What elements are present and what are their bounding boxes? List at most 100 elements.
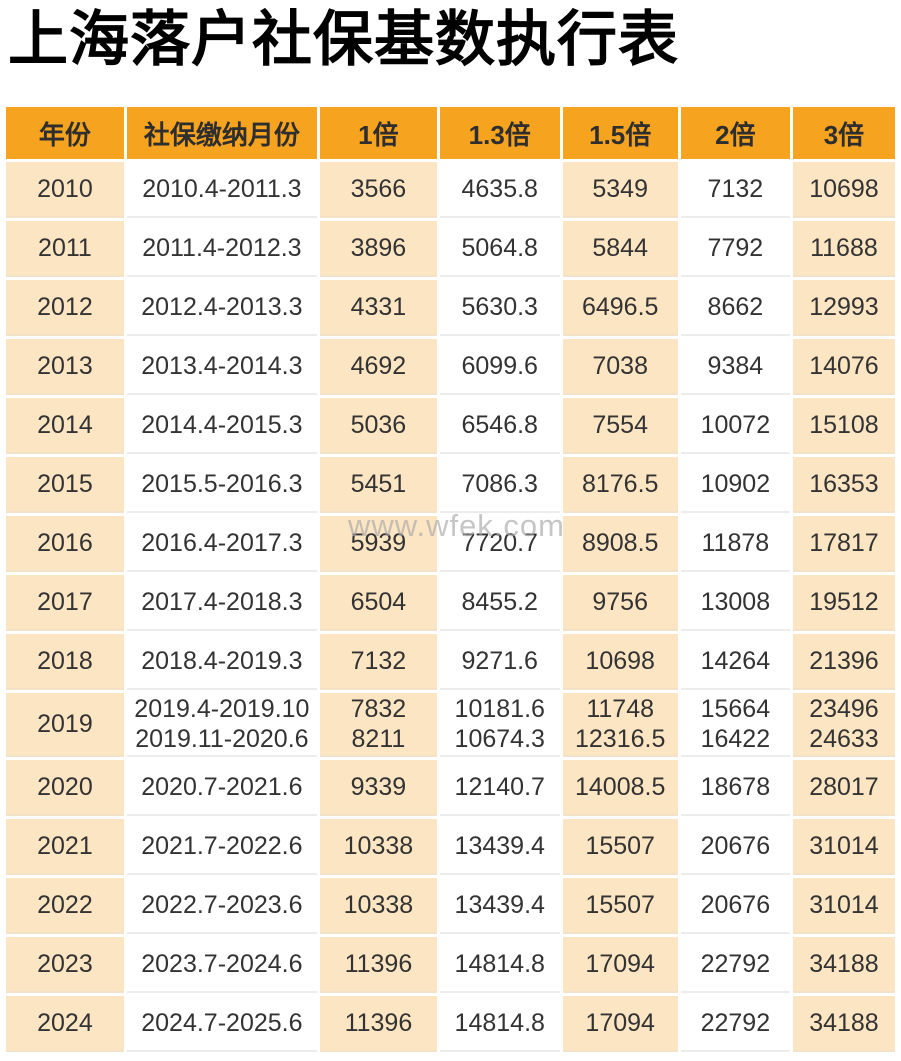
months-cell: 2014.4-2015.3 bbox=[126, 398, 317, 454]
base-3x-cell: 12993 bbox=[792, 280, 895, 336]
base-1p3x-cell: 14814.8 bbox=[439, 937, 560, 993]
base-3x-cell: 31014 bbox=[792, 819, 895, 875]
table-row: 2021 2021.7-2022.6 10338 13439.4 15507 2… bbox=[6, 819, 895, 875]
base-3x-cell: 10698 bbox=[792, 162, 895, 218]
base-2x-cell: 18678 bbox=[680, 760, 790, 816]
year-cell: 2020 bbox=[6, 760, 124, 816]
months-cell: 2024.7-2025.6 bbox=[126, 996, 317, 1052]
base-1p3x-cell: 9271.6 bbox=[439, 634, 560, 690]
year-cell: 2016 bbox=[6, 516, 124, 572]
base-3x-cell: 34188 bbox=[792, 937, 895, 993]
header-base-2x: 2倍 bbox=[680, 107, 790, 159]
header-base-1p5x: 1.5倍 bbox=[562, 107, 678, 159]
base-1x-cell: 7132 bbox=[319, 634, 437, 690]
base-3x-cell: 31014 bbox=[792, 878, 895, 934]
base-3x-cell: 15108 bbox=[792, 398, 895, 454]
table-row: 2015 2015.5-2016.3 5451 7086.3 8176.5 10… bbox=[6, 457, 895, 513]
page-title: 上海落户社保基数执行表 bbox=[8, 6, 679, 73]
base-3x-cell: 16353 bbox=[792, 457, 895, 513]
base-2x-cell: 14264 bbox=[680, 634, 790, 690]
base-3x-cell: 11688 bbox=[792, 221, 895, 277]
table-row: 2011 2011.4-2012.3 3896 5064.8 5844 7792… bbox=[6, 221, 895, 277]
base-1p5x-cell: 17094 bbox=[562, 937, 678, 993]
year-cell: 2011 bbox=[6, 221, 124, 277]
base-2x-cell: 13008 bbox=[680, 575, 790, 631]
base-3x-cell: 19512 bbox=[792, 575, 895, 631]
base-1x-cell: 4692 bbox=[319, 339, 437, 395]
table-row: 2023 2023.7-2024.6 11396 14814.8 17094 2… bbox=[6, 937, 895, 993]
base-1x-cell: 11396 bbox=[319, 996, 437, 1052]
year-cell: 2013 bbox=[6, 339, 124, 395]
base-1p5x-cell: 15507 bbox=[562, 878, 678, 934]
months-cell: 2013.4-2014.3 bbox=[126, 339, 317, 395]
year-cell: 2010 bbox=[6, 162, 124, 218]
months-cell: 2010.4-2011.3 bbox=[126, 162, 317, 218]
base-1p5x-cell: 7554 bbox=[562, 398, 678, 454]
months-cell: 2015.5-2016.3 bbox=[126, 457, 317, 513]
table-row: 2024 2024.7-2025.6 11396 14814.8 17094 2… bbox=[6, 996, 895, 1052]
header-months: 社保缴纳月份 bbox=[126, 107, 317, 159]
base-2x-cell: 22792 bbox=[680, 937, 790, 993]
table-row: 2014 2014.4-2015.3 5036 6546.8 7554 1007… bbox=[6, 398, 895, 454]
base-1x-cell: 7832 8211 bbox=[319, 693, 437, 757]
table-row: 2013 2013.4-2014.3 4692 6099.6 7038 9384… bbox=[6, 339, 895, 395]
base-2x-cell: 10072 bbox=[680, 398, 790, 454]
year-cell: 2021 bbox=[6, 819, 124, 875]
months-cell: 2023.7-2024.6 bbox=[126, 937, 317, 993]
base-2x-cell: 20676 bbox=[680, 819, 790, 875]
base-2x-cell: 9384 bbox=[680, 339, 790, 395]
months-cell: 2016.4-2017.3 bbox=[126, 516, 317, 572]
base-2x-cell: 7792 bbox=[680, 221, 790, 277]
base-2x-cell: 8662 bbox=[680, 280, 790, 336]
year-cell: 2024 bbox=[6, 996, 124, 1052]
base-1p3x-cell: 13439.4 bbox=[439, 878, 560, 934]
base-2x-cell: 11878 bbox=[680, 516, 790, 572]
base-1x-cell: 4331 bbox=[319, 280, 437, 336]
header-year: 年份 bbox=[6, 107, 124, 159]
base-2x-cell: 10902 bbox=[680, 457, 790, 513]
months-cell: 2018.4-2019.3 bbox=[126, 634, 317, 690]
base-1x-cell: 6504 bbox=[319, 575, 437, 631]
base-1p5x-cell: 10698 bbox=[562, 634, 678, 690]
base-3x-cell: 34188 bbox=[792, 996, 895, 1052]
months-cell: 2022.7-2023.6 bbox=[126, 878, 317, 934]
header-base-1p3x: 1.3倍 bbox=[439, 107, 560, 159]
months-cell: 2012.4-2013.3 bbox=[126, 280, 317, 336]
base-3x-cell: 28017 bbox=[792, 760, 895, 816]
table-row: 2022 2022.7-2023.6 10338 13439.4 15507 2… bbox=[6, 878, 895, 934]
table-row: 2010 2010.4-2011.3 3566 4635.8 5349 7132… bbox=[6, 162, 895, 218]
base-1p3x-cell: 6099.6 bbox=[439, 339, 560, 395]
base-1x-cell: 9339 bbox=[319, 760, 437, 816]
base-1p3x-cell: 5630.3 bbox=[439, 280, 560, 336]
table-row: 2019 2019.4-2019.10 2019.11-2020.6 7832 … bbox=[6, 693, 895, 757]
table-row: 2017 2017.4-2018.3 6504 8455.2 9756 1300… bbox=[6, 575, 895, 631]
base-1p3x-cell: 8455.2 bbox=[439, 575, 560, 631]
base-1p5x-cell: 9756 bbox=[562, 575, 678, 631]
base-1p3x-cell: 7086.3 bbox=[439, 457, 560, 513]
base-1x-cell: 3896 bbox=[319, 221, 437, 277]
months-cell: 2017.4-2018.3 bbox=[126, 575, 317, 631]
months-cell: 2021.7-2022.6 bbox=[126, 819, 317, 875]
table-row: 2016 2016.4-2017.3 5939 7720.7 8908.5 11… bbox=[6, 516, 895, 572]
months-cell: 2011.4-2012.3 bbox=[126, 221, 317, 277]
year-cell: 2018 bbox=[6, 634, 124, 690]
base-1x-cell: 5939 bbox=[319, 516, 437, 572]
months-cell: 2020.7-2021.6 bbox=[126, 760, 317, 816]
year-cell: 2023 bbox=[6, 937, 124, 993]
base-1x-cell: 11396 bbox=[319, 937, 437, 993]
table-row: 2018 2018.4-2019.3 7132 9271.6 10698 142… bbox=[6, 634, 895, 690]
year-cell: 2015 bbox=[6, 457, 124, 513]
base-1p5x-cell: 6496.5 bbox=[562, 280, 678, 336]
base-1x-cell: 5036 bbox=[319, 398, 437, 454]
base-1x-cell: 3566 bbox=[319, 162, 437, 218]
base-1p3x-cell: 12140.7 bbox=[439, 760, 560, 816]
base-1p3x-cell: 6546.8 bbox=[439, 398, 560, 454]
base-1p3x-cell: 13439.4 bbox=[439, 819, 560, 875]
base-2x-cell: 7132 bbox=[680, 162, 790, 218]
header-base-1x: 1倍 bbox=[319, 107, 437, 159]
base-2x-cell: 15664 16422 bbox=[680, 693, 790, 757]
base-1p5x-cell: 15507 bbox=[562, 819, 678, 875]
base-3x-cell: 23496 24633 bbox=[792, 693, 895, 757]
year-cell: 2017 bbox=[6, 575, 124, 631]
year-cell: 2022 bbox=[6, 878, 124, 934]
